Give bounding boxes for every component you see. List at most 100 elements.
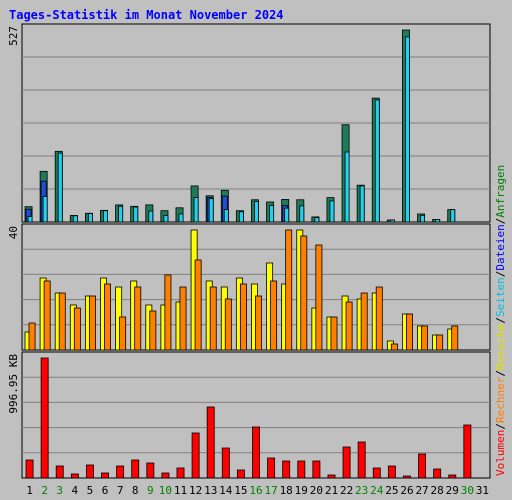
day-label: 2 [41, 484, 48, 497]
bar-volumen-day-29 [448, 474, 457, 479]
bar-rechner-day-7 [119, 316, 127, 351]
bar-seiten-day-13 [208, 198, 214, 223]
bar-rechner-day-3 [58, 292, 66, 351]
bar-seiten-day-5 [87, 213, 93, 223]
bar-volumen-day-17 [267, 457, 276, 479]
day-label: 7 [117, 484, 124, 497]
bar-rechner-day-25 [390, 343, 398, 351]
bar-rechner-day-4 [73, 307, 81, 351]
legend-item: / [494, 271, 507, 278]
bar-volumen-day-24 [372, 467, 381, 479]
bar-rechner-day-21 [330, 316, 338, 351]
bar-seiten-day-17 [269, 205, 275, 223]
legend-item: Volumen [494, 430, 507, 476]
bar-seiten-day-26 [405, 36, 410, 223]
day-label: 19 [295, 484, 308, 497]
bar-rechner-day-10 [164, 274, 172, 351]
day-label: 10 [159, 484, 172, 497]
day-label: 30 [461, 484, 474, 497]
day-label: 20 [310, 484, 323, 497]
bar-volumen-day-5 [85, 464, 94, 479]
bar-volumen-day-25 [387, 465, 396, 479]
bar-volumen-day-28 [433, 468, 442, 479]
day-label: 24 [370, 484, 384, 497]
bar-rechner-day-14 [224, 298, 232, 351]
day-label: 3 [56, 484, 63, 497]
bar-rechner-day-11 [179, 286, 187, 351]
bar-seiten-day-15 [238, 211, 244, 223]
bar-seiten-day-18 [284, 207, 290, 223]
bar-volumen-day-30 [463, 424, 472, 479]
legend-item: Anfragen [494, 165, 507, 218]
bars-layer [24, 29, 472, 479]
legend: Volumen/Rechner/Besuche/Seiten/Dateien/A… [494, 165, 507, 476]
bar-rechner-day-6 [104, 283, 111, 351]
day-label: 9 [147, 484, 154, 497]
bar-volumen-day-22 [342, 446, 351, 479]
legend-item: / [494, 370, 507, 377]
legend-item: Seiten [494, 277, 507, 317]
panel-scale-label: 996.95 KB [7, 354, 20, 414]
bar-rechner-day-17 [270, 280, 278, 351]
day-label: 18 [280, 484, 293, 497]
bar-seiten-day-7 [118, 205, 124, 223]
chart-title: Tages-Statistik im Monat November 2024 [9, 8, 284, 22]
legend-item: / [494, 218, 507, 225]
bar-rechner-day-8 [134, 286, 142, 351]
bar-seiten-day-23 [359, 185, 365, 223]
scale-labels: 527 40 996.95 KB [7, 26, 20, 414]
bar-volumen-day-4 [70, 473, 79, 479]
legend-item: / [494, 423, 507, 430]
bar-volumen-day-11 [176, 467, 185, 479]
legend-item: / [494, 317, 507, 324]
bar-seiten-day-12 [193, 197, 199, 223]
bar-volumen-day-27 [418, 453, 427, 479]
bar-volumen-day-18 [282, 460, 291, 479]
panel-scale-label: 527 [7, 26, 20, 46]
bar-rechner-day-12 [194, 259, 202, 351]
bar-seiten-day-11 [178, 213, 184, 223]
bar-rechner-day-13 [209, 286, 217, 351]
day-label: 4 [72, 484, 79, 497]
bar-seiten-day-25 [389, 219, 395, 223]
bar-rechner-day-27 [421, 325, 429, 351]
bar-volumen-day-13 [206, 406, 215, 479]
day-label: 28 [431, 484, 444, 497]
day-label: 14 [219, 484, 233, 497]
bar-seiten-day-24 [374, 99, 380, 223]
bar-volumen-day-20 [312, 460, 321, 479]
panel-frames [21, 23, 491, 479]
bar-seiten-day-28 [435, 219, 441, 223]
day-label: 15 [234, 484, 247, 497]
bar-rechner-day-28 [436, 334, 444, 351]
bar-seiten-day-16 [254, 201, 259, 223]
bar-volumen-day-19 [297, 460, 306, 479]
day-label: 11 [174, 484, 187, 497]
bar-seiten-day-19 [299, 205, 305, 223]
bar-volumen-day-8 [131, 459, 140, 479]
bar-volumen-day-2 [40, 357, 49, 479]
bar-seiten-day-9 [148, 210, 154, 223]
day-label: 17 [264, 484, 277, 497]
legend-item: Rechner [494, 376, 507, 423]
bar-rechner-day-23 [360, 292, 368, 351]
day-label: 6 [102, 484, 109, 497]
bar-seiten-day-20 [314, 217, 320, 223]
bar-volumen-day-21 [327, 474, 336, 479]
bar-rechner-day-22 [345, 301, 353, 351]
panel-scale-label: 40 [7, 226, 20, 239]
bar-rechner-day-26 [406, 313, 413, 351]
day-label: 1 [26, 484, 33, 497]
bar-volumen-day-16 [252, 426, 260, 479]
day-label: 12 [189, 484, 202, 497]
bar-rechner-day-9 [149, 310, 157, 351]
bar-seiten-day-22 [344, 151, 350, 223]
bar-seiten-day-3 [57, 152, 63, 223]
bar-rechner-day-2 [43, 280, 51, 351]
bar-volumen-day-9 [146, 462, 155, 479]
bar-volumen-day-6 [101, 472, 109, 479]
day-label: 31 [476, 484, 489, 497]
bar-rechner-day-15 [239, 283, 247, 351]
bar-volumen-day-7 [116, 465, 125, 479]
day-label: 23 [355, 484, 368, 497]
